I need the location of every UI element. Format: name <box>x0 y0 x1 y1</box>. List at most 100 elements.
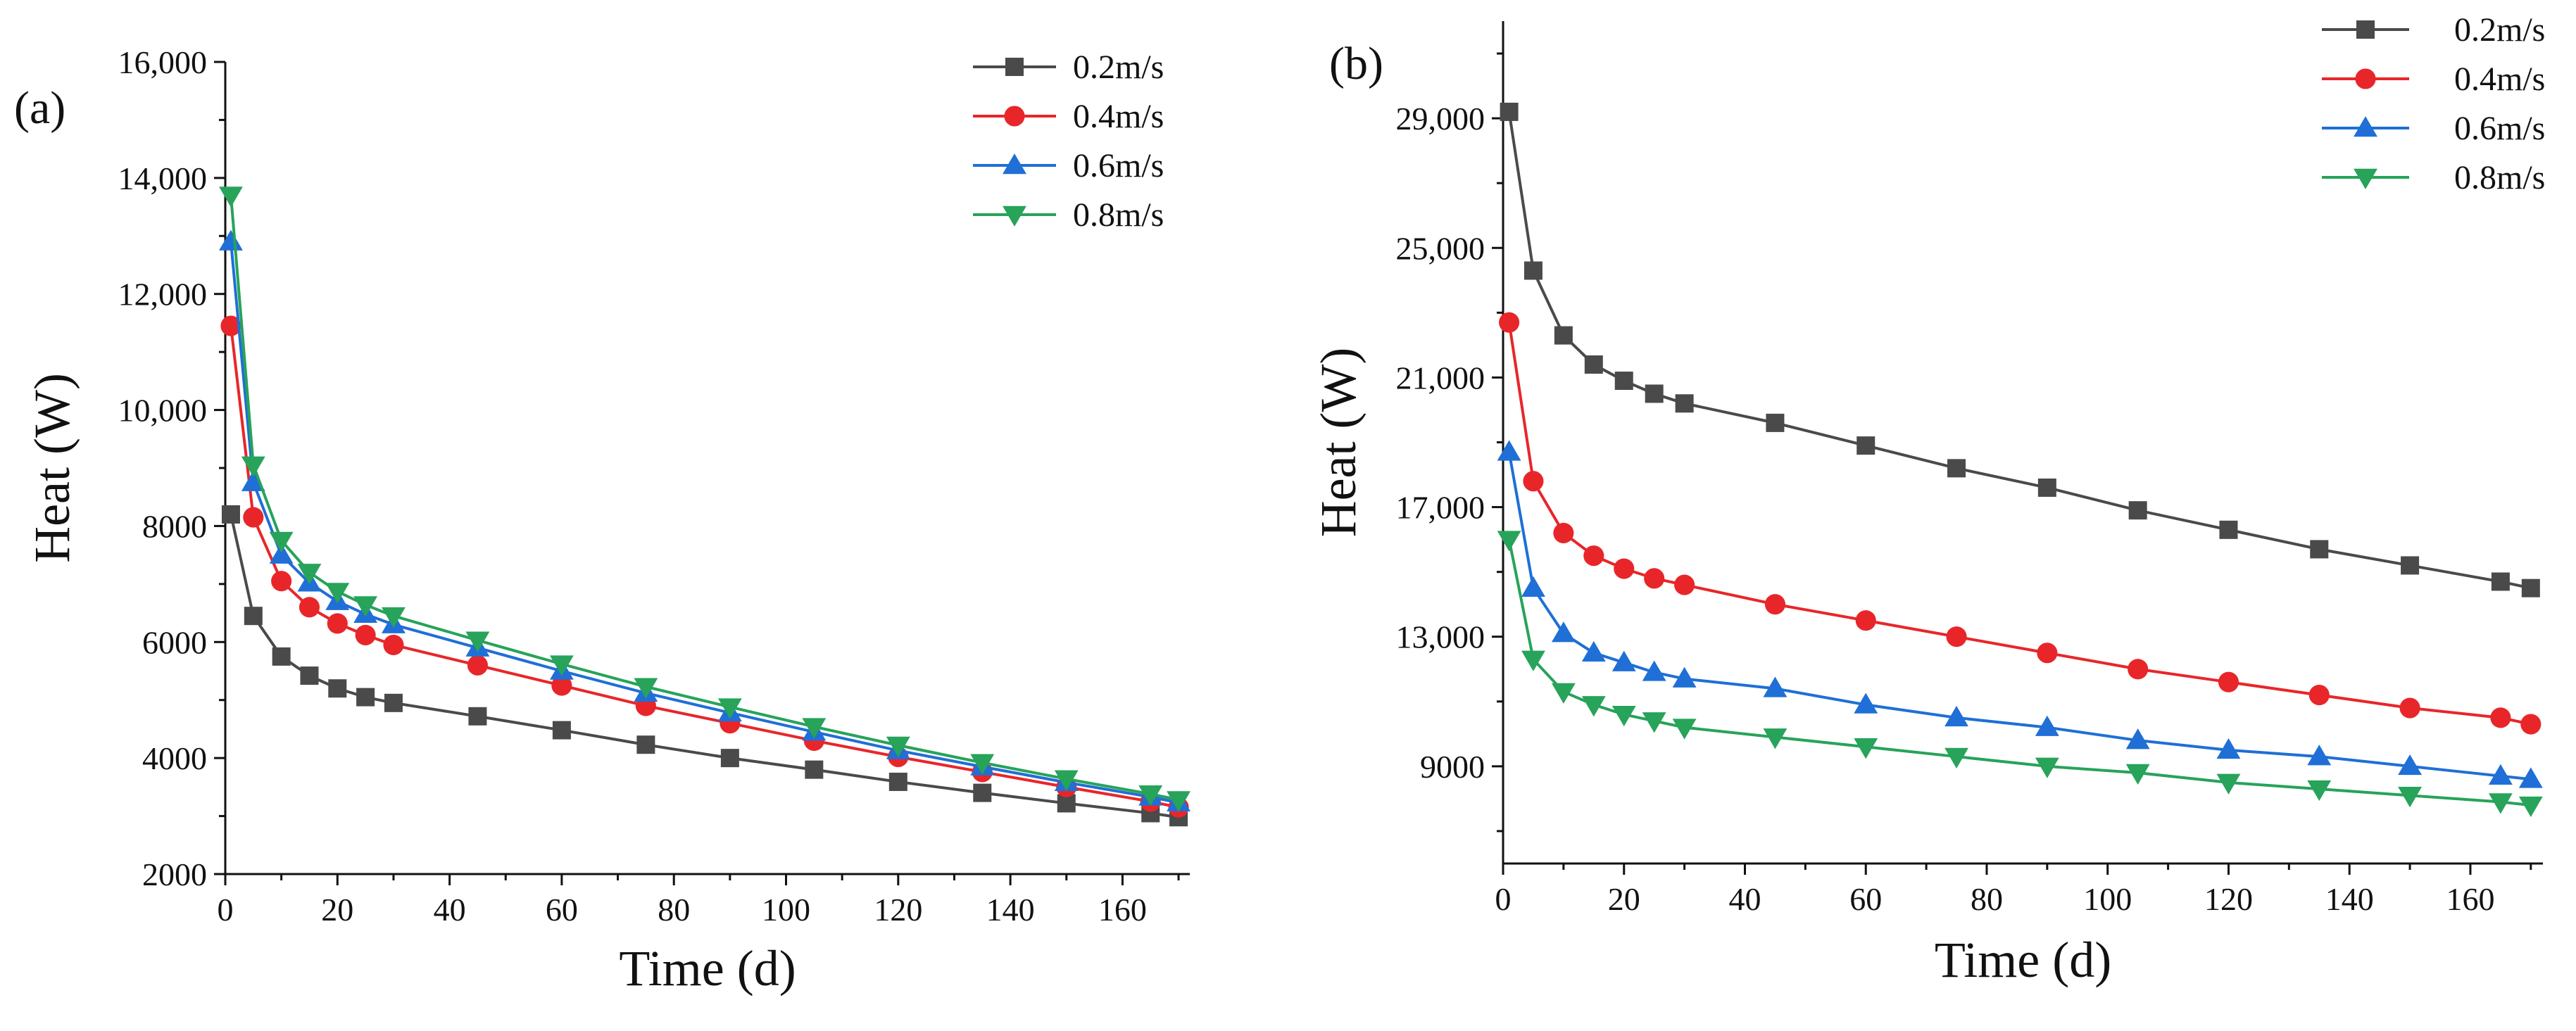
panel-b-x-axis-title: Time (d) <box>1935 932 2111 988</box>
panel-a-x-tick-label: 0 <box>218 892 234 928</box>
panel-b-legend-item: 0.6m/s <box>2322 110 2545 147</box>
panel-a-legend-item: 0.8m/s <box>973 196 1164 234</box>
panel-a-data-point <box>634 678 658 699</box>
panel-a-series-line <box>229 195 1179 802</box>
panel-b-y-tick-label: 13,000 <box>1396 619 1485 655</box>
panel-b-series-line <box>1507 451 2532 781</box>
panel-a-y-tick-label: 16,000 <box>118 44 208 80</box>
panel-b-data-point <box>2490 707 2511 728</box>
panel-a-legend-label: 0.8m/s <box>1073 196 1164 234</box>
panel-a-data-point <box>328 679 347 698</box>
panel-b-data-point <box>1611 650 1636 671</box>
panel-a-legend-item: 0.6m/s <box>973 147 1164 184</box>
panel-a-data-point <box>299 597 320 618</box>
panel-a-y-tick-label: 4000 <box>142 740 207 776</box>
panel-a-y-tick-label: 6000 <box>142 624 207 660</box>
panel-b-data-point <box>2488 793 2513 814</box>
panel-a-data-point <box>383 634 404 655</box>
panel-a-data-point <box>888 772 907 791</box>
panel-a-x-tick-label: 160 <box>1098 892 1147 928</box>
panel-a-data-point <box>1138 785 1163 807</box>
panel-a-data-point <box>717 698 742 719</box>
panel-b-legend-marker <box>2356 20 2375 39</box>
panel-a-data-point <box>300 666 319 685</box>
panel-b-legend-marker <box>2355 68 2376 89</box>
panel-b-data-point <box>2037 478 2056 497</box>
panel-a-data-point <box>382 607 406 628</box>
panel-b-data-point <box>2399 697 2420 719</box>
panel-b-x-tick-label: 140 <box>2325 881 2374 917</box>
panel-a-legend-marker <box>1005 58 1024 76</box>
panel-a-legend-marker <box>1004 106 1025 127</box>
panel-a-data-point <box>219 229 243 251</box>
chart-panel-b: 0 20 40 60 80 100 120 140 160 9000 13,000 17,000 21,… <box>1310 11 2545 988</box>
panel-b-data-point <box>1581 696 1606 717</box>
panel-a-data-point <box>220 315 241 336</box>
panel-b-data-point <box>1946 626 1967 647</box>
panel-b-data-point <box>2488 764 2513 785</box>
panel-b-data-point <box>1584 355 1603 374</box>
panel-b-data-point <box>2216 773 2241 795</box>
panel-b-legend-label: 0.8m/s <box>2454 159 2545 196</box>
panel-a-series-0.8m/s <box>219 186 1190 812</box>
panel-a-data-point <box>970 754 995 775</box>
panel-b-y-tick-label: 25,000 <box>1396 230 1485 266</box>
panel-b-data-point <box>2125 764 2150 785</box>
panel-b-data-point <box>1645 384 1664 403</box>
panel-b-data-point <box>1855 610 1876 631</box>
panel-b-series-0.8m/s <box>1497 531 2543 818</box>
panel-a-data-point <box>549 655 574 676</box>
panel-b-data-point <box>1672 719 1697 740</box>
panel-b-data-point <box>1763 676 1788 697</box>
panel-a-data-point <box>325 583 350 604</box>
panel-a-legend-marker <box>1003 205 1026 227</box>
panel-b-data-point <box>1675 394 1694 413</box>
panel-b-x-tick-label: 160 <box>2446 881 2494 917</box>
panel-b-x-tick-label: 100 <box>2083 881 2132 917</box>
panel-a-legend: 0.2m/s 0.4m/s 0.6m/s 0.8m/s <box>973 49 1164 234</box>
panel-b-data-point <box>1523 471 1544 492</box>
panel-b-series-line <box>1507 322 2532 726</box>
panel-b-y-tick-label: 21,000 <box>1396 360 1485 396</box>
panel-a-data-point <box>327 613 348 634</box>
panel-a-data-point <box>384 693 403 712</box>
panel-b-data-point <box>2128 659 2149 680</box>
panel-b-legend-item: 0.8m/s <box>2322 159 2545 196</box>
panel-b-data-point <box>2216 738 2241 759</box>
panel-b-series-line <box>1507 111 2532 590</box>
panel-a-x-tick-label: 80 <box>658 892 690 928</box>
chart-panel-a: 0 20 40 60 80 100 120 140 160 2000 4000 6000 8000 10,… <box>14 44 1190 997</box>
panel-a-series-0.4m/s <box>220 315 1189 818</box>
panel-b-data-point <box>1611 705 1636 727</box>
panel-b-data-point <box>2310 540 2329 559</box>
panel-a-x-tick-label: 40 <box>434 892 466 928</box>
panel-a-series-line <box>229 325 1179 809</box>
panel-b-data-point <box>1856 436 1876 455</box>
panel-a-data-point <box>886 736 910 757</box>
panel-b-legend-marker <box>2354 168 2377 189</box>
panel-a-y-tick-label: 14,000 <box>118 160 208 196</box>
panel-b-data-point <box>1500 102 1519 121</box>
panel-b-y-tick-label: 9000 <box>1420 749 1485 785</box>
panel-b-y-tick-label: 29,000 <box>1396 101 1485 137</box>
panel-a-y-axis-title: Heat (W) <box>24 373 80 563</box>
panel-a-data-point <box>219 186 243 208</box>
panel-b-x-tick-label: 20 <box>1608 881 1640 917</box>
panel-a-data-point <box>272 647 291 666</box>
panel-a-data-point <box>636 735 655 754</box>
panel-b-x-tick-label: 0 <box>1495 881 1512 917</box>
panel-b-x-tick-label: 40 <box>1728 881 1761 917</box>
panel-a-legend-label: 0.6m/s <box>1073 147 1164 184</box>
panel-a-data-point <box>1167 791 1190 812</box>
panel-a-data-point <box>355 624 376 645</box>
panel-b-data-point <box>2307 780 2332 802</box>
panel-a-data-point <box>720 749 739 768</box>
panel-b-data-point <box>1854 738 1878 759</box>
panel-a-series-0.6m/s <box>219 229 1190 811</box>
panel-b-data-point <box>1764 594 1785 615</box>
panel-a-legend-label: 0.4m/s <box>1073 98 1164 135</box>
panel-a-y-tick-label: 12,000 <box>118 277 208 312</box>
panel-b-y-axis-title: Heat (W) <box>1310 348 1366 538</box>
panel-b-data-point <box>1551 683 1576 704</box>
panel-b-data-point <box>2398 787 2423 808</box>
